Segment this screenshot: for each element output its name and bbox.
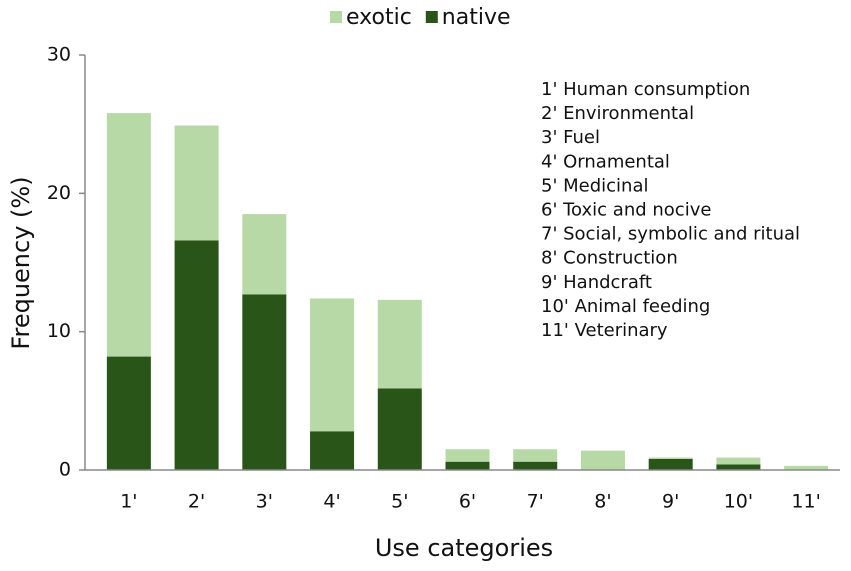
x-tick-label: 11' — [791, 491, 820, 513]
y-tick-label: 0 — [59, 459, 71, 481]
annotation: 8' Construction — [541, 248, 678, 269]
bar-segment — [445, 449, 490, 462]
bar-segment — [716, 457, 761, 465]
bar-segment — [174, 125, 219, 241]
bar-segment — [580, 450, 625, 470]
annotation: 10' Animal feeding — [541, 296, 710, 317]
y-axis-title: Frequency (%) — [7, 176, 35, 349]
x-tick-label: 7' — [527, 491, 544, 513]
annotation: 2' Environmental — [541, 103, 694, 124]
x-tick-label: 2' — [188, 491, 205, 513]
x-tick-label: 8' — [594, 491, 611, 513]
legend-swatch — [330, 11, 342, 23]
x-tick-label: 10' — [724, 491, 753, 513]
annotation: 4' Ornamental — [541, 151, 670, 172]
y-tick-label: 10 — [47, 320, 71, 342]
annotation: 6' Toxic and nocive — [541, 200, 711, 221]
x-tick-label: 1' — [120, 491, 137, 513]
annotation: 7' Social, symbolic and ritual — [541, 224, 800, 245]
annotation: 1' Human consumption — [541, 79, 750, 100]
bar-segment — [445, 461, 490, 470]
y-tick-label: 30 — [47, 44, 71, 66]
annotation: 11' Veterinary — [541, 320, 668, 341]
bar-segment — [106, 356, 151, 470]
bar-segment — [174, 240, 219, 470]
y-tick-label: 20 — [47, 182, 71, 204]
annotation: 5' Medicinal — [541, 175, 649, 196]
annotation: 9' Handcraft — [541, 272, 652, 293]
bar-segment — [377, 299, 422, 389]
bar-segment — [242, 294, 287, 470]
legend-label: native — [442, 5, 511, 30]
legend-label: exotic — [346, 5, 412, 30]
annotation: 3' Fuel — [541, 127, 600, 148]
bar-segment — [377, 388, 422, 470]
bar-segment — [242, 214, 287, 295]
bar-segment — [784, 465, 829, 470]
bar-segment — [513, 449, 558, 462]
x-tick-label: 5' — [391, 491, 408, 513]
bar-segment — [310, 431, 355, 470]
x-tick-label: 6' — [459, 491, 476, 513]
x-axis-title: Use categories — [375, 534, 553, 562]
bar-segment — [648, 457, 693, 459]
bar-segment — [513, 461, 558, 470]
x-tick-label: 9' — [662, 491, 679, 513]
x-tick-label: 3' — [256, 491, 273, 513]
bar-segment — [648, 458, 693, 470]
bar-segment — [716, 464, 761, 470]
legend-swatch — [425, 11, 438, 23]
x-tick-label: 4' — [323, 491, 340, 513]
bar-segment — [310, 298, 355, 432]
bar-segment — [106, 113, 151, 357]
